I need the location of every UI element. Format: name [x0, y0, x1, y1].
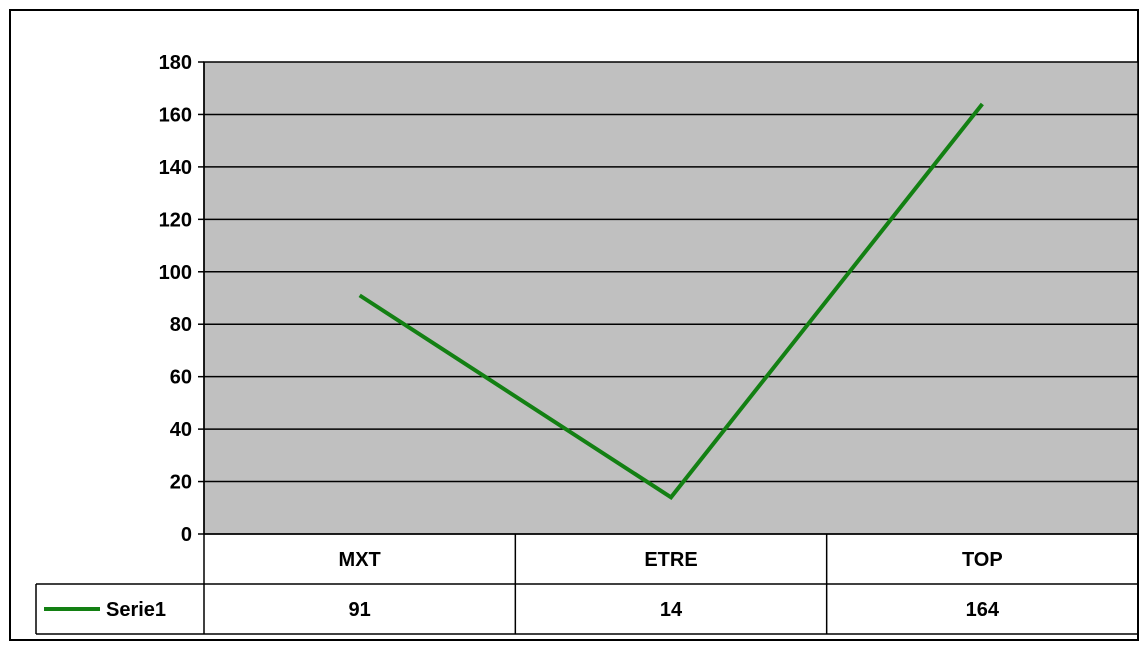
- y-tick-label: 0: [181, 524, 192, 546]
- data-table-value: 14: [660, 599, 683, 621]
- x-category-label: TOP: [962, 549, 1003, 571]
- y-tick-label: 160: [159, 104, 192, 126]
- data-table-value: 91: [349, 599, 371, 621]
- y-tick-label: 120: [159, 209, 192, 231]
- plot-area: [204, 62, 1138, 534]
- legend-series-name: Serie1: [106, 599, 166, 621]
- y-tick-label: 40: [170, 419, 192, 441]
- y-tick-label: 140: [159, 157, 192, 179]
- y-tick-label: 180: [159, 52, 192, 74]
- y-tick-label: 100: [159, 262, 192, 284]
- y-tick-label: 60: [170, 367, 192, 389]
- y-tick-label: 80: [170, 314, 192, 336]
- y-tick-label: 20: [170, 472, 192, 494]
- x-category-label: MXT: [339, 549, 381, 571]
- x-category-label: ETRE: [644, 549, 697, 571]
- data-table-value: 164: [966, 599, 1000, 621]
